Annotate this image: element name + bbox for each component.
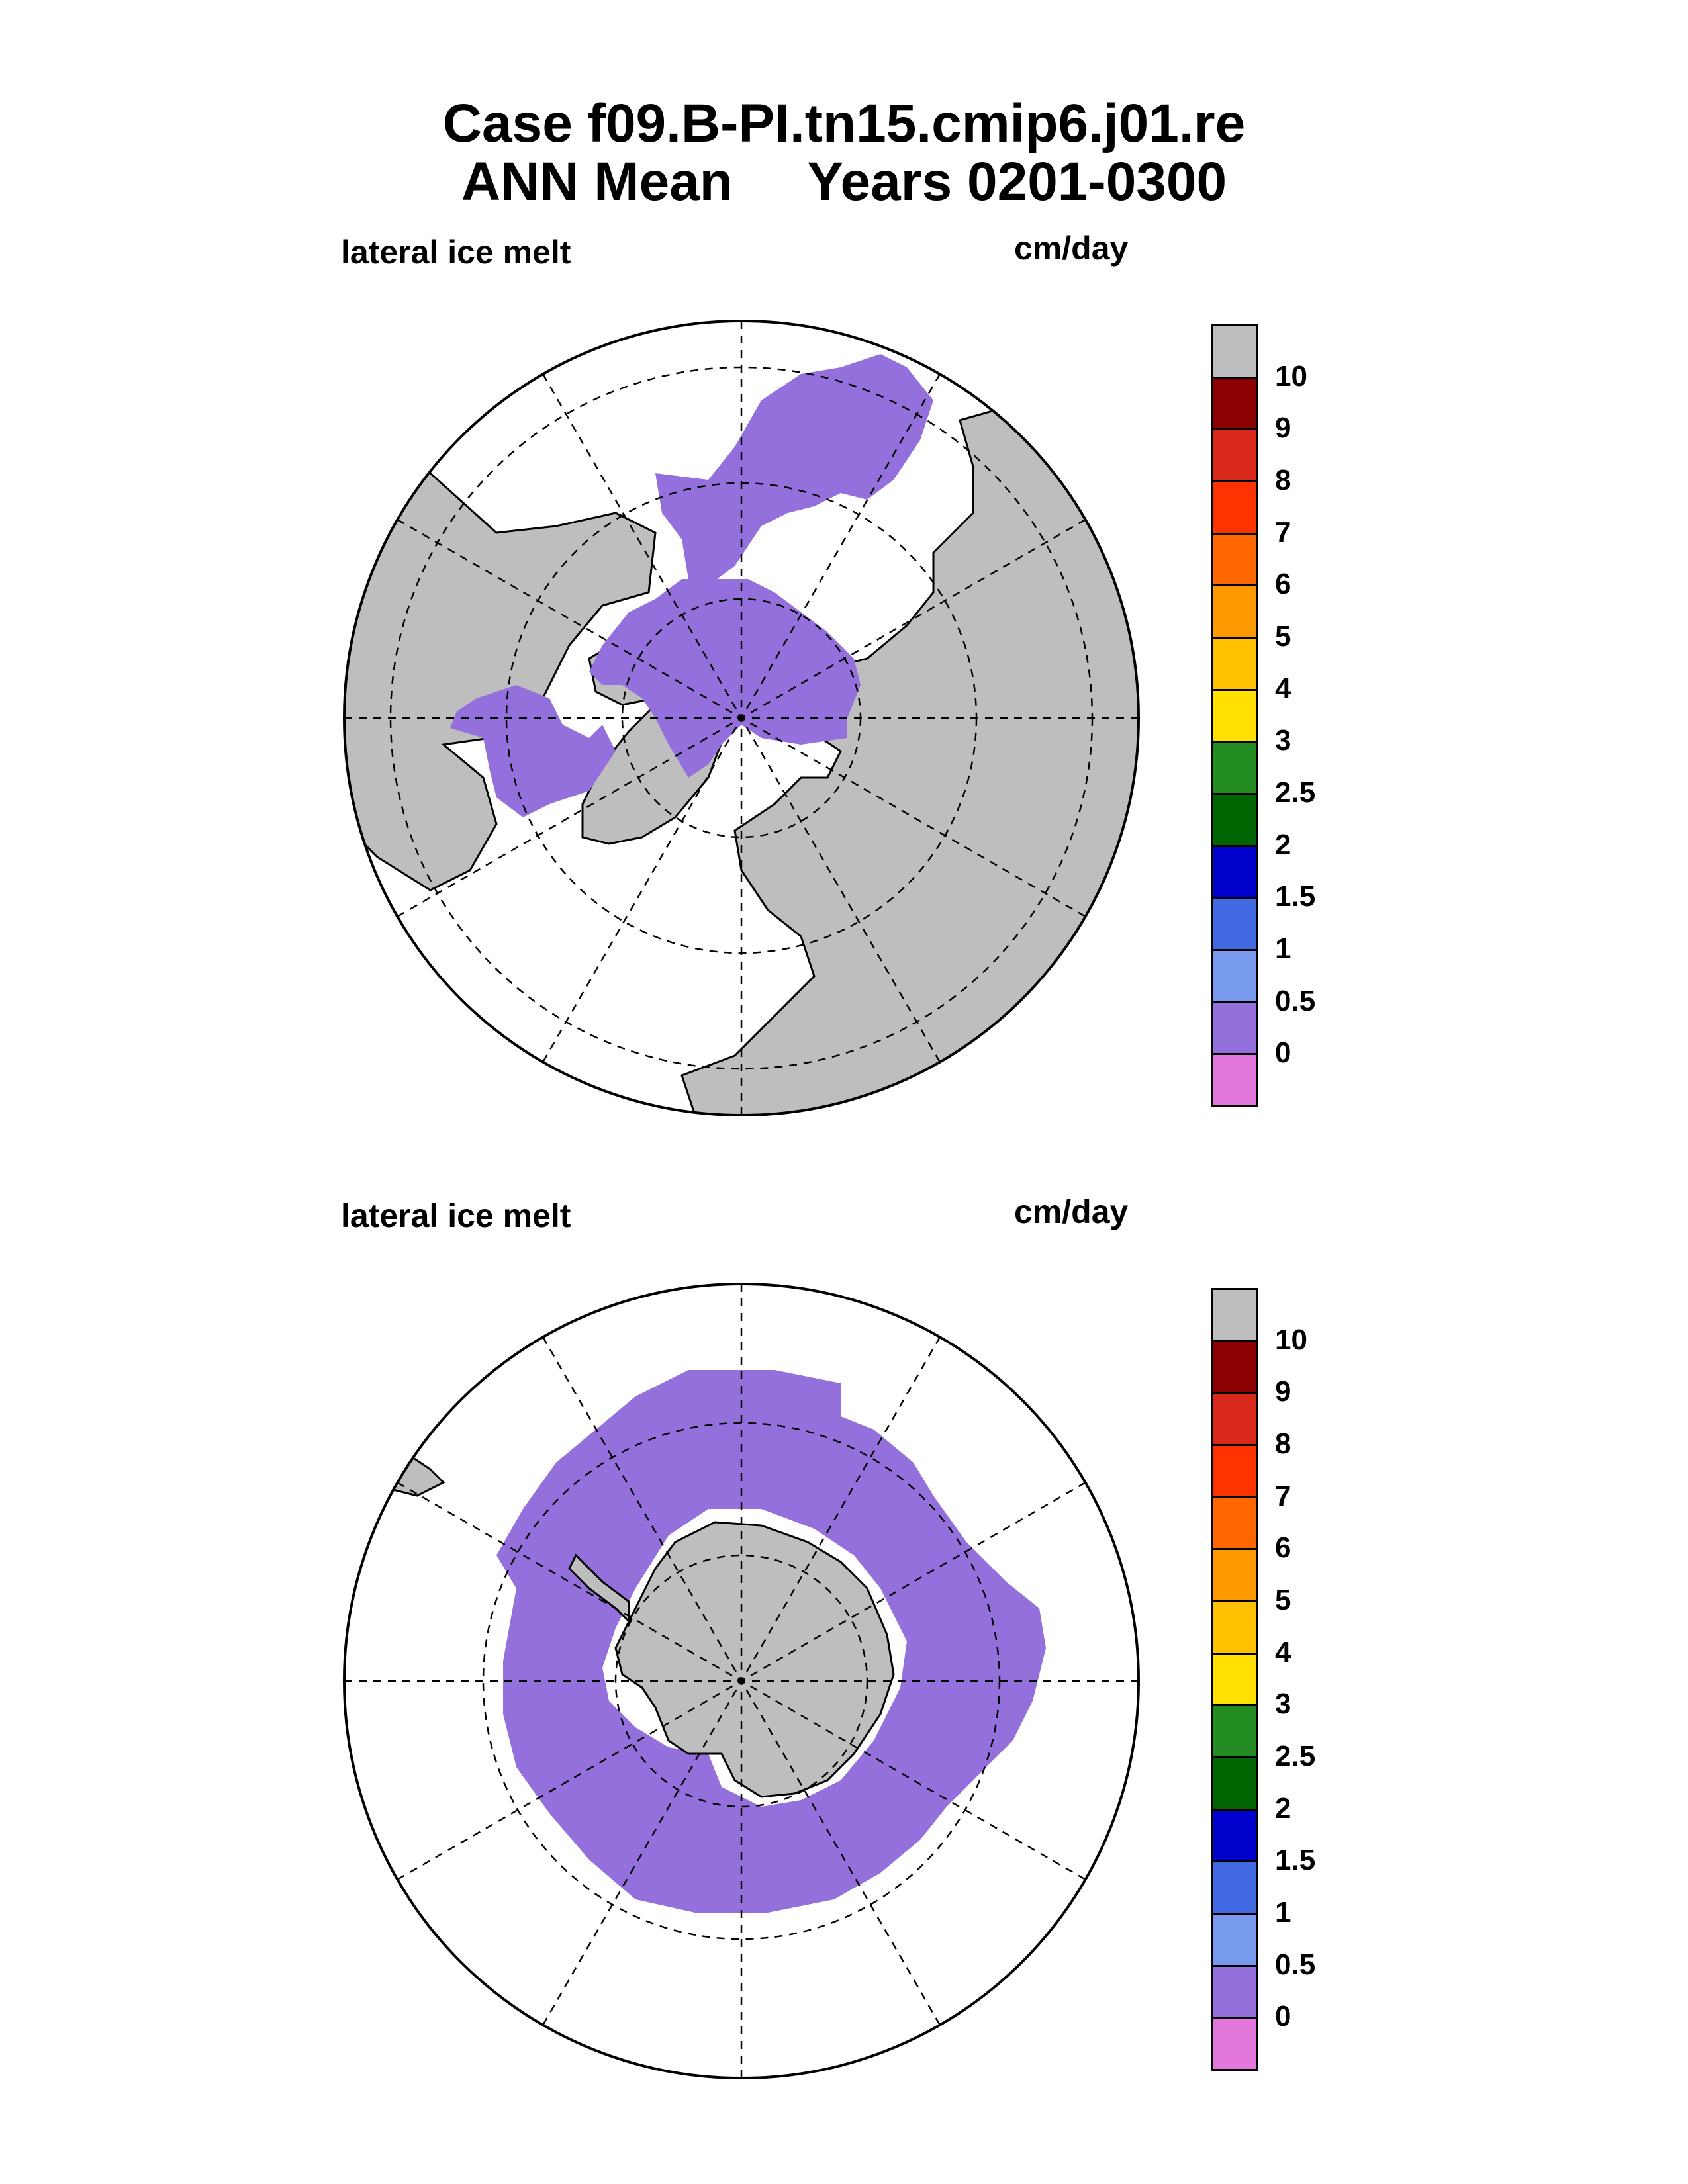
cb2-tick-label: 10	[1275, 1323, 1307, 1356]
figure-title-line-1: Case f09.B-PI.tn15.cmip6.j01.re	[442, 93, 1246, 154]
sh-field-label: lateral ice melt	[341, 1197, 571, 1234]
cb2-swatch	[1211, 1496, 1258, 1551]
nh-field-label: lateral ice melt	[341, 234, 571, 271]
cb1-swatch	[1211, 637, 1258, 691]
cb2-tick-label: 7	[1275, 1479, 1291, 1512]
cb1-tick-label: 5	[1275, 620, 1291, 653]
cb2-tick-label: 4	[1275, 1635, 1291, 1668]
cb2-tick-label: 0.5	[1275, 1948, 1316, 1981]
cb1-tick-label: 1.5	[1275, 880, 1316, 913]
cb1-swatch	[1211, 844, 1258, 899]
sh-graticule	[344, 1284, 1139, 2078]
nh-graticule	[344, 321, 1139, 1115]
cb1-swatch	[1211, 741, 1258, 795]
cb2-swatch	[1211, 1392, 1258, 1446]
nh-units-label: cm/day	[1014, 230, 1129, 267]
cb2-swatch	[1211, 1444, 1258, 1498]
nh-colorbar: 10 9 8 7 6 5 4 3 2.5 2 1.5 1 0.5 0	[1211, 324, 1315, 1107]
cb1-tick-label: 1	[1275, 933, 1291, 965]
cb1-tick-label: 2.5	[1275, 776, 1316, 809]
cb1-tick-label: 9	[1275, 412, 1291, 445]
cb1-tick-label: 0.5	[1275, 984, 1316, 1017]
cb2-tick-label: 2.5	[1275, 1740, 1316, 1772]
nh-ice-melt-bering	[655, 354, 933, 586]
cb2-tick-label: 0	[1275, 2000, 1291, 2033]
sh-antarctica-land	[614, 1521, 895, 1798]
cb2-tick-label: 5	[1275, 1584, 1291, 1616]
cb1-swatch	[1211, 897, 1258, 951]
cb1-swatch	[1211, 532, 1258, 587]
cb2-tick-label: 1.5	[1275, 1844, 1316, 1877]
cb1-tick-label: 3	[1275, 724, 1291, 757]
cb1-swatch	[1211, 949, 1258, 1003]
cb2-swatch	[1211, 1860, 1258, 1915]
cb1-tick-label: 7	[1275, 516, 1291, 549]
cb1-swatch	[1211, 428, 1258, 482]
cb2-swatch	[1211, 1652, 1258, 1707]
cb2-swatch	[1211, 1548, 1258, 1602]
sh-polar-map	[343, 1283, 1140, 2079]
cb1-tick-label: 0	[1275, 1036, 1291, 1069]
cb1-swatch	[1211, 1001, 1258, 1056]
cb2-swatch	[1211, 1808, 1258, 1863]
cb1-swatch	[1211, 584, 1258, 639]
cb1-tick-label: 10	[1275, 359, 1307, 392]
cb2-swatch	[1211, 1600, 1258, 1655]
cb1-tick-label: 6	[1275, 568, 1291, 601]
nh-eurasia-land	[680, 406, 1139, 1115]
cb1-swatch	[1211, 793, 1258, 847]
cb1-tick-label: 4	[1275, 672, 1291, 705]
sh-map-border	[343, 1283, 1140, 2079]
cb2-swatch	[1211, 1964, 1258, 2019]
cb2-swatch	[1211, 2017, 1258, 2071]
cb1-tick-label: 2	[1275, 828, 1291, 861]
cb2-tick-label: 9	[1275, 1375, 1291, 1408]
cb2-swatch	[1211, 1288, 1258, 1342]
figure-title-line-2: ANN Mean Years 0201-0300	[461, 152, 1227, 212]
cb1-swatch	[1211, 1053, 1258, 1107]
sh-units-label: cm/day	[1014, 1193, 1129, 1230]
cb2-tick-label: 2	[1275, 1792, 1291, 1825]
cb2-tick-label: 3	[1275, 1688, 1291, 1721]
nh-polar-map	[343, 320, 1140, 1116]
cb1-swatch	[1211, 324, 1258, 379]
cb2-swatch	[1211, 1756, 1258, 1811]
cb1-swatch	[1211, 376, 1258, 431]
cb1-swatch	[1211, 688, 1258, 743]
sh-colorbar: 10 9 8 7 6 5 4 3 2.5 2 1.5 1 0.5 0	[1211, 1288, 1315, 2071]
cb1-tick-label: 8	[1275, 464, 1291, 496]
cb2-tick-label: 8	[1275, 1428, 1291, 1460]
cb2-swatch	[1211, 1913, 1258, 1967]
sh-antarctic-peninsula-land	[568, 1553, 630, 1624]
cb2-tick-label: 6	[1275, 1531, 1291, 1565]
nh-map-border	[343, 320, 1140, 1116]
nh-north-america-land	[344, 459, 657, 891]
cb1-swatch	[1211, 480, 1258, 535]
cb2-swatch	[1211, 1704, 1258, 1758]
cb2-tick-label: 1	[1275, 1896, 1291, 1929]
cb2-swatch	[1211, 1340, 1258, 1394]
